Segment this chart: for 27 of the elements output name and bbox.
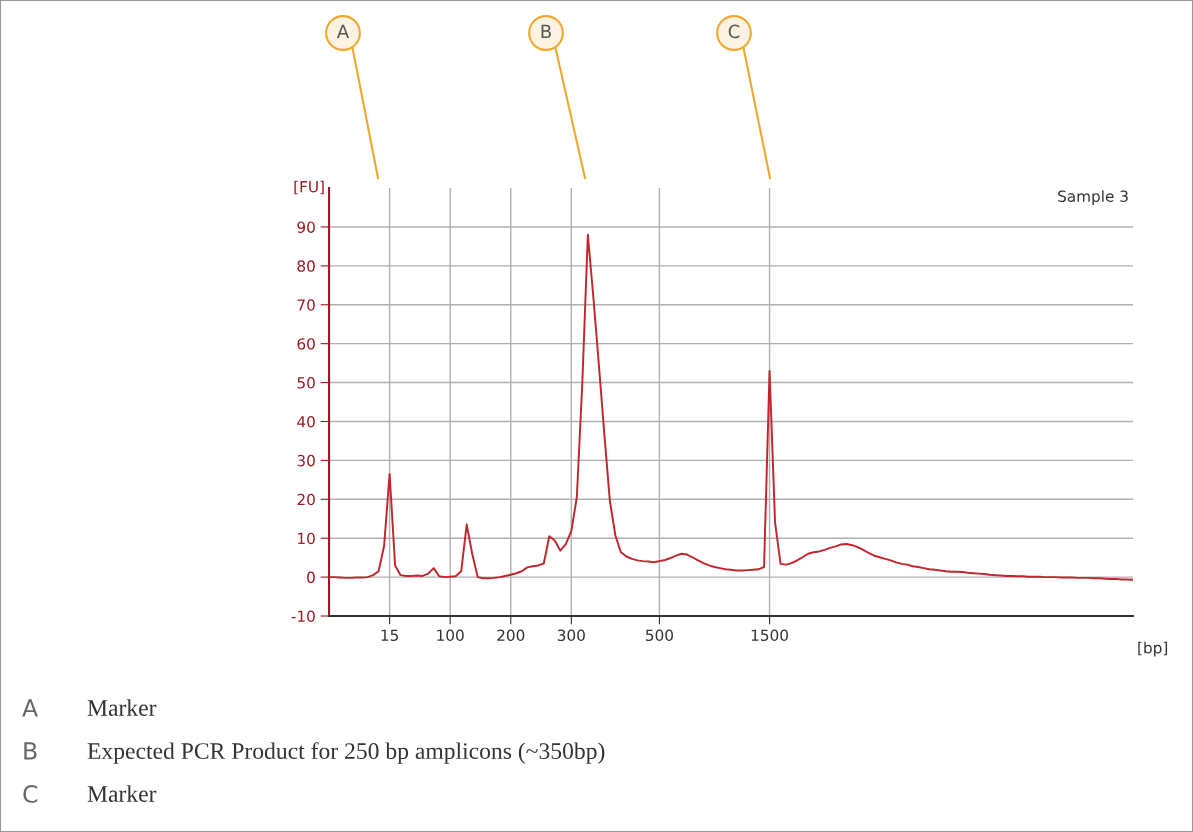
y-tick-label: 90 [297, 221, 315, 233]
y-tick-label: 80 [297, 260, 315, 272]
text: A [336, 24, 350, 38]
y-tick-label: 0 [307, 571, 315, 584]
y-tick-label: 20 [297, 493, 315, 506]
text: A Marker [22, 699, 157, 717]
y-tick-label: 50 [297, 377, 315, 389]
text: B Expected PCR Product for 250 bp amplicons (~350bp) [24, 742, 605, 764]
x-tick-label: 15 [381, 629, 398, 642]
y-tick-label: 40 [297, 415, 315, 428]
x-tick-label: 500 [646, 629, 673, 642]
text: C [728, 24, 740, 39]
y-tick-label: 60 [297, 338, 315, 350]
annotation: Sample 3 [1058, 190, 1128, 205]
x-tick-label: 1500 [751, 629, 788, 642]
text: B [541, 24, 551, 38]
x-tick-label: 300 [557, 629, 585, 642]
line-series [329, 233, 1133, 581]
y-axis-title: [FU] [294, 180, 324, 195]
y-tick-label: 70 [297, 299, 315, 311]
y-tick-label: 10 [298, 532, 315, 545]
y-tick-label: -10 [291, 610, 315, 623]
y-tick-label: 30 [297, 454, 315, 467]
x-tick-label: 200 [497, 629, 525, 642]
x-axis-title: [bp] [1138, 641, 1168, 657]
text: C Marker [23, 784, 157, 803]
x-tick-label: 100 [437, 629, 464, 642]
